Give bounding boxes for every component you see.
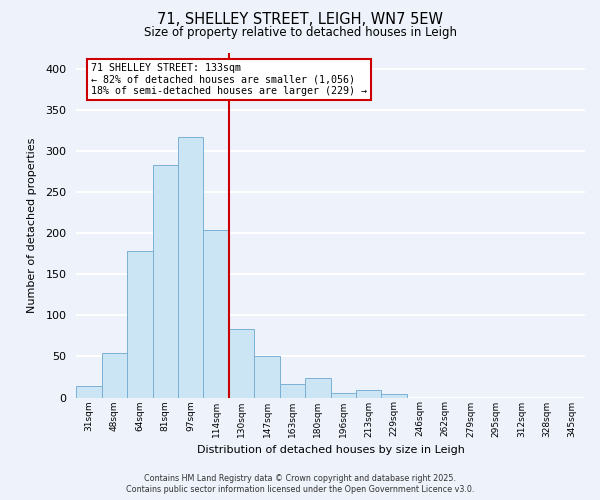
Bar: [101, 353, 127, 398]
Text: Size of property relative to detached houses in Leigh: Size of property relative to detached ho…: [143, 26, 457, 39]
Text: Contains HM Land Registry data © Crown copyright and database right 2025.
Contai: Contains HM Land Registry data © Crown c…: [126, 474, 474, 494]
X-axis label: Distribution of detached houses by size in Leigh: Distribution of detached houses by size …: [197, 445, 464, 455]
Text: 71, SHELLEY STREET, LEIGH, WN7 5EW: 71, SHELLEY STREET, LEIGH, WN7 5EW: [157, 12, 443, 28]
Bar: [331, 394, 356, 398]
Bar: [127, 252, 152, 398]
Bar: [254, 356, 280, 398]
Y-axis label: Number of detached properties: Number of detached properties: [27, 138, 37, 312]
Bar: [280, 384, 305, 398]
Bar: [305, 378, 331, 398]
Text: 71 SHELLEY STREET: 133sqm
← 82% of detached houses are smaller (1,056)
18% of se: 71 SHELLEY STREET: 133sqm ← 82% of detac…: [91, 63, 367, 96]
Bar: [203, 230, 229, 398]
Bar: [152, 165, 178, 398]
Bar: [356, 390, 382, 398]
Bar: [229, 330, 254, 398]
Bar: [76, 386, 101, 398]
Bar: [382, 394, 407, 398]
Bar: [178, 137, 203, 398]
